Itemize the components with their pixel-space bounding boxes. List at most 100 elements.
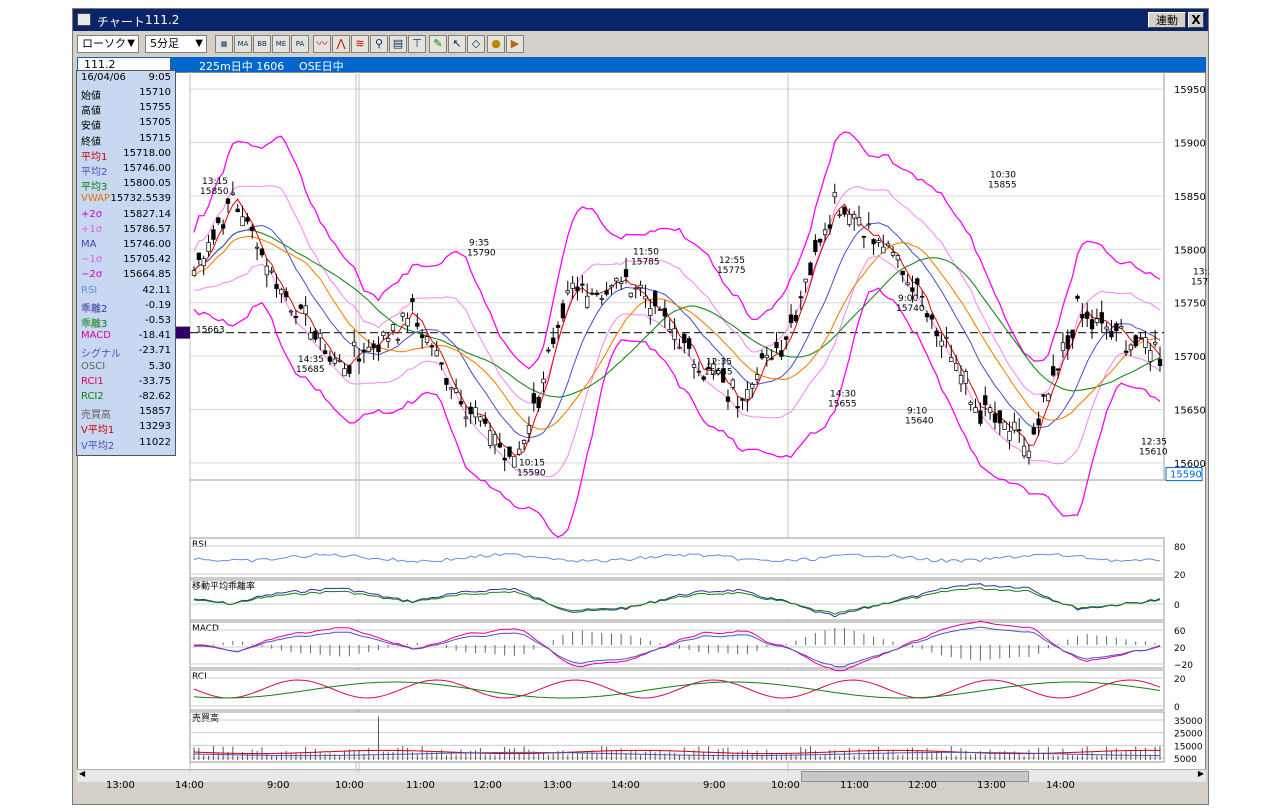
zoom-icon[interactable]: ⚲ [370,35,388,53]
candle-body [716,370,721,375]
rci2-line [193,681,1161,699]
tool-wave-icon[interactable]: ≋ [351,35,369,53]
candle-body [235,208,240,213]
panel-row-label: +2σ [81,208,103,220]
candle-body [1055,368,1061,371]
candle-body [735,406,740,409]
eraser-icon[interactable]: ◇ [467,35,485,53]
candle-body [1094,318,1100,323]
subpanel-tick: 80 [1174,543,1186,553]
tool-range-icon[interactable]: ⊤ [408,35,426,53]
candle-body [740,398,745,401]
candle-body [609,285,614,288]
candle-body [386,337,391,342]
candle-body [1109,330,1114,338]
candle-body [924,313,930,318]
candle-body [521,440,527,445]
tool-table-icon[interactable]: ▤ [389,35,407,53]
candle-body [230,192,235,195]
tool-ma-icon[interactable]: MA [234,35,252,53]
close-icon[interactable]: X [1188,12,1204,28]
panel-row-label: 売買高 [81,410,111,422]
candle-body [1070,329,1075,339]
candle-body [487,430,493,446]
toolbar: ローソク ▼ 5分足 ▼ ▦ MA BB ME PA 〰 ⋀ ≋ ⚲ ▤ ⊤ ✎ ↖… [73,33,1208,55]
tool-peak-icon[interactable]: ⋀ [332,35,350,53]
candle-body [1089,319,1095,330]
subpanel-frame [189,537,1165,579]
scroll-thumb[interactable] [801,771,1029,782]
x-axis-label: 13:00 [106,780,135,791]
candle-body [201,258,206,267]
panel-row-value: 42.11 [142,284,171,296]
annotation-time: 12:55 [719,256,745,266]
tool-pa-icon[interactable]: PA [291,35,309,53]
annotation-price: 15685 [704,367,733,377]
annotation-price: 15740 [896,304,925,314]
candle-body [1026,450,1032,458]
panel-row: 平均2 15746.00 [77,163,175,178]
subpanel-tick: 20 [1174,571,1186,581]
panel-row: 安値 15705 [77,117,175,132]
panel-row-value: 15732.5539 [110,193,171,205]
tool-line-icon[interactable]: 〰 [313,35,331,53]
interval-select[interactable]: 5分足 ▼ [145,35,207,53]
reference-label: 15663 [196,326,225,336]
navigate-icon[interactable]: ▶ [506,35,524,53]
annotation-price: 15850 [200,187,229,197]
panel-row: +1σ 15786.57 [77,224,175,239]
panel-row-value: 5.30 [148,360,171,372]
chevron-down-icon: ▼ [195,38,203,49]
pen-icon[interactable]: ✎ [429,35,447,53]
candle-body [497,443,502,448]
price-chart[interactable]: 15663 13:151585014:35156859:351579010:15… [76,72,1209,772]
subpanel-tick: 5000 [1174,755,1197,765]
candle-body [604,290,609,295]
price-tick-label: 15850 [1174,192,1206,203]
candle-body [987,407,993,413]
scroll-left-icon[interactable]: ◀ [79,769,86,778]
candle-body [915,278,920,285]
candle-body [308,332,313,340]
candle-body [1128,344,1134,351]
candle-body [449,387,454,390]
candle-body [575,286,580,292]
tool-candles-icon[interactable]: ▦ [215,35,233,53]
candle-body [895,255,901,261]
candle-body [827,224,833,229]
title-bar: チャート 111.2 連動 X [73,9,1208,31]
candle-body [871,239,876,245]
candle-body [371,343,376,349]
candle-body [415,322,420,327]
panel-row-label: 始値 [81,91,101,102]
tool-bb-icon[interactable]: BB [253,35,271,53]
candle-body [1080,313,1085,319]
candle-body [769,357,774,360]
candle-body [1051,366,1056,376]
cursor-icon[interactable]: ↖ [448,35,466,53]
panel-row: MACD -18.41 [77,330,175,345]
panel-row-value: 15705 [139,117,171,129]
candle-body [507,446,512,457]
coin-icon[interactable]: ● [487,35,505,53]
subpanel-tick: 35000 [1174,717,1203,727]
chart-type-select[interactable]: ローソク ▼ [77,35,139,53]
horizontal-scrollbar[interactable]: ◀ ▶ [77,769,1206,782]
link-button[interactable]: 連動 [1148,12,1186,28]
candle-body [876,240,881,243]
candle-body [648,308,653,316]
candle-body [793,315,799,322]
current-price-box [1165,467,1203,482]
candle-body [788,314,794,323]
candle-body [968,401,973,405]
tool-me-icon[interactable]: ME [272,35,290,53]
symbol-field[interactable]: 111.2 [77,57,171,72]
candle-body [691,364,697,368]
price-tick-label: 15800 [1174,245,1206,256]
panel-row: VWAP 15732.5539 [77,193,175,208]
scroll-right-icon[interactable]: ▶ [1197,769,1204,778]
candle-body [555,325,561,328]
subpanel-tick: 0 [1174,601,1180,611]
candle-body [764,354,769,359]
x-axis-label: 14:00 [1046,780,1075,791]
